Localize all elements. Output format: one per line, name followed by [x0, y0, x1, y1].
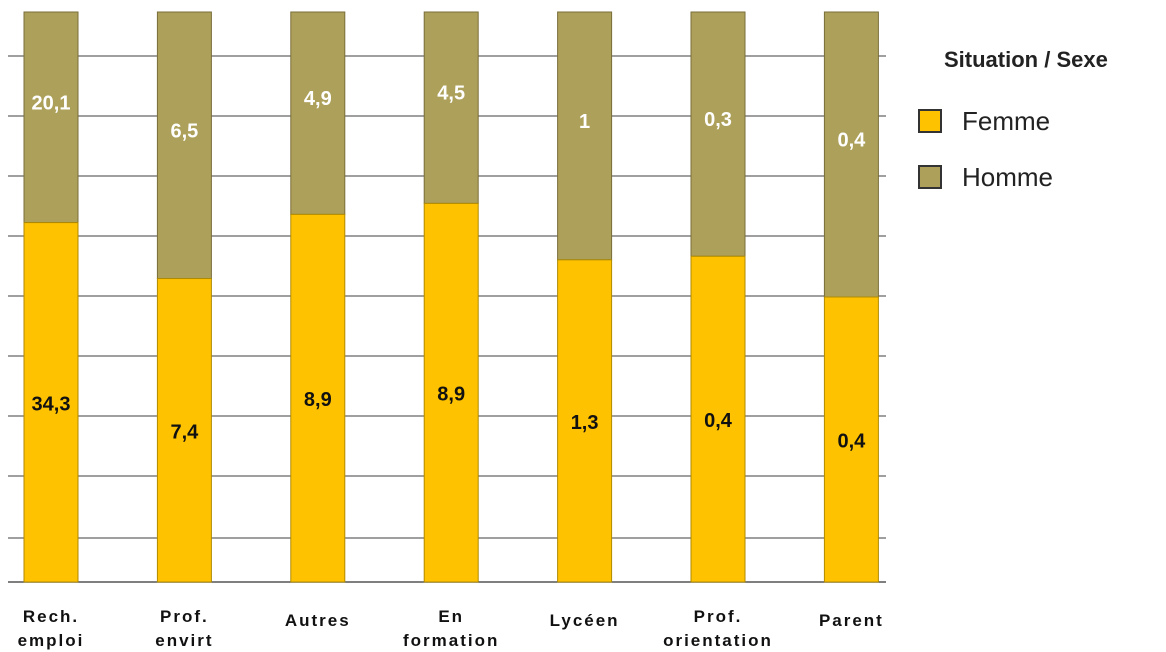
data-label-homme: 4,9 — [304, 88, 332, 110]
bar-homme — [690, 11, 746, 257]
data-label-femme: 8,9 — [304, 389, 332, 411]
data-label-femme: 34,3 — [32, 393, 71, 415]
data-label-femme: 0,4 — [837, 431, 866, 453]
bar-femme — [690, 255, 746, 583]
legend-label-homme: Homme — [962, 161, 1054, 192]
legend-swatch-homme — [918, 165, 942, 189]
category-labels: Rech. emploi Prof. envirt Autres En formation L… — [18, 607, 884, 650]
bar-femme — [156, 278, 212, 583]
category-label: Prof. envirt — [155, 607, 213, 650]
bar-homme — [823, 11, 879, 298]
data-label-homme: 0,4 — [837, 130, 866, 152]
legend-label-femme: Femme — [962, 105, 1051, 136]
bar-femme — [23, 222, 79, 583]
bar-femme — [290, 213, 346, 583]
bar-femme — [823, 296, 879, 583]
bar-homme — [423, 11, 479, 204]
data-label-homme: 1 — [579, 111, 590, 133]
bar-femme — [423, 202, 479, 583]
value-labels: 20,1 34,3 6,5 7,4 4,9 8,9 4,5 8,9 1 1,3 0,3 0,4 0,4 0… — [32, 83, 867, 453]
data-label-femme: 0,4 — [704, 410, 733, 432]
data-label-homme: 0,3 — [704, 109, 732, 131]
data-label-homme: 4,5 — [437, 83, 465, 105]
data-label-femme: 1,3 — [571, 412, 599, 434]
category-label: En formation — [403, 607, 499, 650]
bar-femme — [557, 259, 613, 583]
category-label: Parent — [819, 611, 884, 630]
category-label: Prof. orientation — [663, 607, 773, 650]
bars — [23, 11, 879, 583]
data-label-femme: 7,4 — [170, 421, 199, 443]
bar-homme — [23, 11, 79, 224]
bar-homme — [557, 11, 613, 261]
data-label-homme: 20,1 — [32, 92, 71, 114]
bar-homme — [290, 11, 346, 215]
category-label: Lycéen — [550, 611, 620, 630]
stacked-bar-chart: 20,1 34,3 6,5 7,4 4,9 8,9 4,5 8,9 1 1,3 0,3 0,4 0,4 0… — [8, 11, 886, 650]
bar-homme — [156, 11, 212, 280]
legend-title: Situation / Sexe — [944, 47, 1108, 72]
data-label-homme: 6,5 — [170, 120, 198, 142]
legend-item-femme: Femme — [918, 102, 1158, 140]
legend: Situation / Sexe Femme Homme — [918, 40, 1158, 196]
legend-item-homme: Homme — [918, 158, 1158, 196]
data-label-femme: 8,9 — [437, 384, 465, 406]
category-label: Rech. emploi — [18, 607, 85, 650]
category-label: Autres — [285, 611, 351, 630]
legend-swatch-femme — [918, 109, 942, 133]
